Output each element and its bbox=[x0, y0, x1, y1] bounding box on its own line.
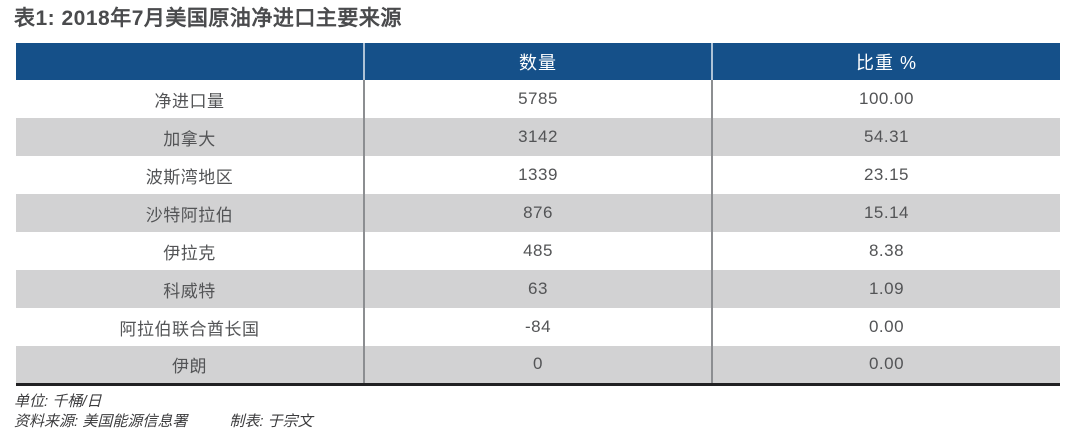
row-quantity: 63 bbox=[363, 270, 712, 308]
table-row: 科威特 63 1.09 bbox=[16, 270, 1060, 308]
row-share: 8.38 bbox=[711, 232, 1060, 270]
row-share: 0.00 bbox=[711, 346, 1060, 384]
row-quantity: 5785 bbox=[363, 80, 712, 118]
table-row: 阿拉伯联合酋长国 -84 0.00 bbox=[16, 308, 1060, 346]
header-cell-share: 比重 % bbox=[711, 43, 1060, 80]
table-title: 表1: 2018年7月美国原油净进口主要来源 bbox=[14, 7, 402, 30]
row-share: 23.15 bbox=[711, 156, 1060, 194]
row-quantity: 485 bbox=[363, 232, 712, 270]
tabulator-note: 制表: 于宗文 bbox=[229, 412, 313, 430]
row-quantity: 876 bbox=[363, 194, 712, 232]
row-share: 1.09 bbox=[711, 270, 1060, 308]
row-share: 54.31 bbox=[711, 118, 1060, 156]
header-row: 数量 比重 % bbox=[16, 43, 1060, 80]
row-share: 0.00 bbox=[711, 308, 1060, 346]
source-line: 资料来源: 美国能源信息署 制表: 于宗文 bbox=[14, 412, 1080, 432]
row-label: 净进口量 bbox=[154, 91, 225, 111]
row-share: 100.00 bbox=[711, 80, 1060, 118]
source-note: 资料来源: 美国能源信息署 bbox=[14, 412, 188, 430]
row-quantity: 0 bbox=[363, 346, 712, 384]
row-quantity: 1339 bbox=[363, 156, 712, 194]
table-row: 伊拉克 485 8.38 bbox=[16, 232, 1060, 270]
footnotes: 单位: 千桶/日 资料来源: 美国能源信息署 制表: 于宗文 bbox=[14, 392, 1080, 432]
table-row: 伊朗 0 0.00 bbox=[16, 346, 1060, 384]
row-label: 科威特 bbox=[163, 281, 216, 301]
header-cell-empty bbox=[16, 43, 364, 80]
imports-table: 数量 比重 % 净进口量 5785 100.00 加拿大 3142 54.31 … bbox=[16, 43, 1060, 386]
header-cell-quantity: 数量 bbox=[363, 43, 712, 80]
table-row: 净进口量 5785 100.00 bbox=[16, 80, 1060, 118]
row-label: 加拿大 bbox=[163, 129, 216, 149]
row-label: 阿拉伯联合酋长国 bbox=[119, 319, 260, 339]
row-label: 沙特阿拉伯 bbox=[145, 205, 234, 225]
table-row: 加拿大 3142 54.31 bbox=[16, 118, 1060, 156]
row-label: 伊朗 bbox=[172, 356, 207, 376]
row-quantity: -84 bbox=[363, 308, 712, 346]
table-row: 沙特阿拉伯 876 15.14 bbox=[16, 194, 1060, 232]
row-label: 伊拉克 bbox=[163, 243, 216, 263]
table-body: 净进口量 5785 100.00 加拿大 3142 54.31 波斯湾地区 13… bbox=[16, 80, 1060, 384]
unit-note: 单位: 千桶/日 bbox=[14, 392, 102, 410]
row-quantity: 3142 bbox=[363, 118, 712, 156]
row-share: 15.14 bbox=[711, 194, 1060, 232]
table-header: 数量 比重 % bbox=[16, 43, 1060, 80]
table-row: 波斯湾地区 1339 23.15 bbox=[16, 156, 1060, 194]
row-label: 波斯湾地区 bbox=[145, 167, 234, 187]
